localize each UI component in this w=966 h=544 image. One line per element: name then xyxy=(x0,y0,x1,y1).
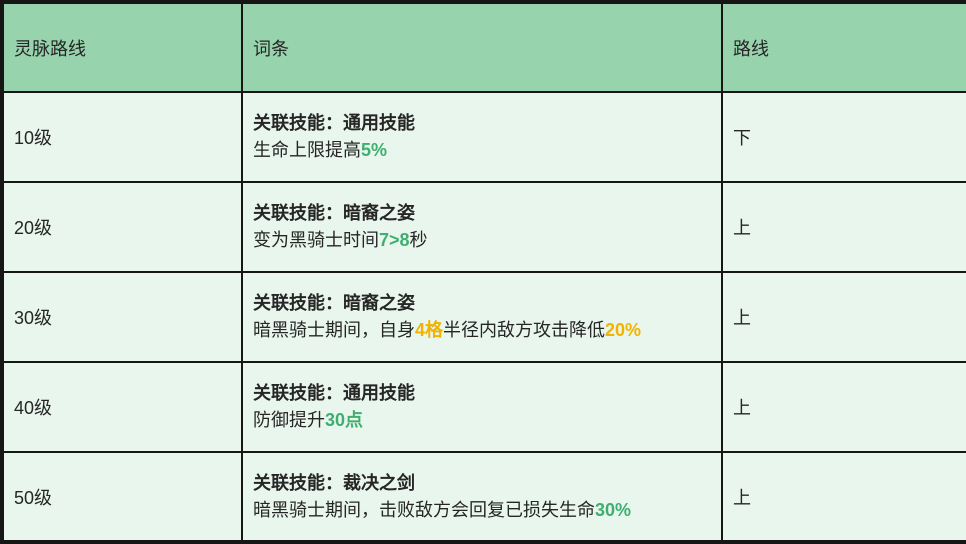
desc-accent-segment: 30点 xyxy=(325,410,364,430)
table-header: 灵脉路线 词条 路线 xyxy=(1,1,966,93)
cell-entry: 关联技能：通用技能 防御提升30点 xyxy=(241,361,723,453)
cell-entry: 关联技能：通用技能 生命上限提高5% xyxy=(241,91,723,183)
header-cell-route: 路线 xyxy=(721,1,966,93)
desc-text-segment: 生命上限提高 xyxy=(253,140,361,160)
entry-title: 关联技能：暗裔之姿 xyxy=(253,203,415,223)
cell-route: 上 xyxy=(721,181,966,273)
cell-entry: 关联技能：裁决之剑 暗黑骑士期间，击败敌方会回复已损失生命30% xyxy=(241,451,723,543)
entry-desc: 暗黑骑士期间，击败敌方会回复已损失生命30% xyxy=(253,497,713,524)
table-row: 10级 关联技能：通用技能 生命上限提高5% 下 xyxy=(1,91,966,183)
entry-desc: 生命上限提高5% xyxy=(253,137,713,164)
cell-route: 上 xyxy=(721,271,966,363)
table-row: 30级 关联技能：暗裔之姿 暗黑骑士期间，自身4格半径内敌方攻击降低20% 上 xyxy=(1,271,966,363)
desc-accent-segment: 20% xyxy=(605,320,642,340)
desc-text-segment: 暗黑骑士期间，击败敌方会回复已损失生命 xyxy=(253,499,595,520)
desc-text-segment: 半径内敌方攻击降低 xyxy=(443,320,606,340)
cell-entry: 关联技能：暗裔之姿 变为黑骑士时间7>8秒 xyxy=(241,181,723,273)
table-row: 20级 关联技能：暗裔之姿 变为黑骑士时间7>8秒 上 xyxy=(1,181,966,273)
table-row: 40级 关联技能：通用技能 防御提升30点 上 xyxy=(1,361,966,453)
cell-level: 50级 xyxy=(1,451,243,543)
desc-text-segment: 变为黑骑士时间 xyxy=(253,230,379,250)
cell-level: 30级 xyxy=(1,271,243,363)
table-body: 10级 关联技能：通用技能 生命上限提高5% 下 20级 关联技能：暗裔之姿 变… xyxy=(1,91,966,543)
desc-text-segment: 暗黑骑士期间，自身 xyxy=(253,320,415,340)
cell-entry: 关联技能：暗裔之姿 暗黑骑士期间，自身4格半径内敌方攻击降低20% xyxy=(241,271,723,363)
cell-route: 下 xyxy=(721,91,966,183)
entry-title: 关联技能：通用技能 xyxy=(253,113,415,133)
desc-text-segment: 防御提升 xyxy=(253,410,325,430)
desc-accent-segment: 5% xyxy=(361,140,388,160)
cell-route: 上 xyxy=(721,361,966,453)
entry-desc: 防御提升30点 xyxy=(253,407,713,434)
header-cell-level: 灵脉路线 xyxy=(1,1,243,93)
cell-level: 40级 xyxy=(1,361,243,453)
desc-accent-segment: 4格 xyxy=(415,320,444,340)
header-cell-entry: 词条 xyxy=(241,1,723,93)
desc-text-segment: 秒 xyxy=(409,230,428,250)
desc-accent-segment: 30% xyxy=(595,499,632,520)
entry-title: 关联技能：暗裔之姿 xyxy=(253,293,415,313)
cell-level: 10级 xyxy=(1,91,243,183)
entry-desc: 暗黑骑士期间，自身4格半径内敌方攻击降低20% xyxy=(253,317,713,344)
table-header-row: 灵脉路线 词条 路线 xyxy=(1,1,966,93)
entry-title: 关联技能：通用技能 xyxy=(253,383,415,403)
cell-route: 上 xyxy=(721,451,966,543)
cell-level: 20级 xyxy=(1,181,243,273)
table-row: 50级 关联技能：裁决之剑 暗黑骑士期间，击败敌方会回复已损失生命30% 上 xyxy=(1,451,966,543)
entry-title: 关联技能：裁决之剑 xyxy=(253,472,415,493)
desc-accent-segment: 7>8 xyxy=(379,230,410,250)
entry-desc: 变为黑骑士时间7>8秒 xyxy=(253,227,713,254)
